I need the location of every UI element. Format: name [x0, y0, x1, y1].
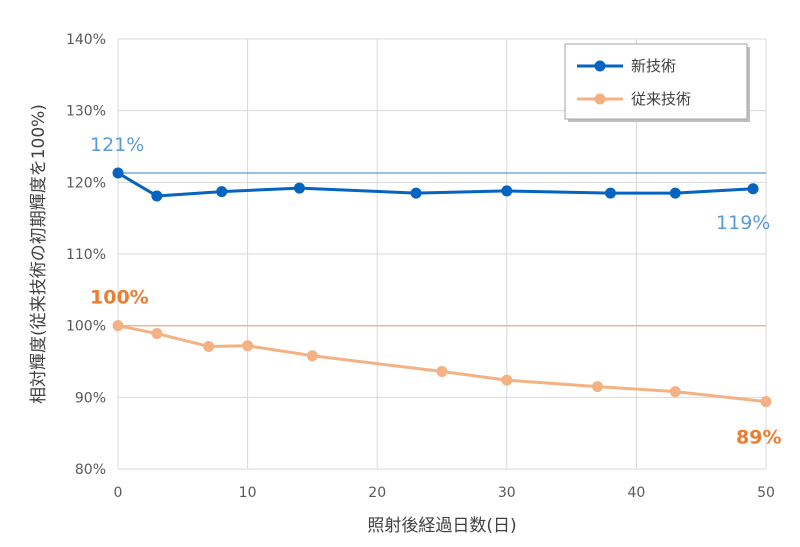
data-point [216, 186, 228, 198]
annotations: 121% 119% 100% 89% [90, 134, 781, 449]
x-tick-label: 40 [627, 485, 645, 501]
series-line-0 [117, 171, 754, 198]
data-point [306, 350, 318, 362]
y-tick-label: 100% [66, 319, 106, 335]
series-layer [112, 167, 772, 408]
data-point [747, 183, 759, 195]
y-tick-label: 90% [75, 390, 106, 406]
data-point [669, 187, 681, 199]
y-tick-label: 80% [75, 462, 106, 478]
y-axis-title: 相対輝度(従来技術の初期輝度を100%) [29, 104, 49, 404]
x-tick-label: 20 [368, 485, 386, 501]
data-point [669, 386, 681, 398]
data-point [151, 190, 163, 202]
annotation-label: 89% [736, 427, 781, 449]
reference-lines [118, 172, 766, 327]
annotation-label: 100% [90, 287, 149, 309]
data-point [410, 187, 422, 199]
data-point [112, 167, 124, 179]
annotation-label: 119% [716, 212, 770, 234]
series-line-1 [117, 324, 767, 404]
legend-label: 新技術 [631, 57, 676, 75]
data-point [151, 328, 163, 340]
x-tick-label: 30 [498, 485, 516, 501]
data-point [242, 340, 254, 352]
legend-box [564, 43, 748, 120]
data-point [604, 187, 616, 199]
data-point [501, 185, 513, 197]
data-point [112, 320, 124, 332]
x-tick-label: 0 [114, 485, 123, 501]
legend-label: 従来技術 [631, 90, 691, 108]
y-tick-label: 120% [66, 175, 106, 191]
x-axis-title: 照射後経過日数(日) [367, 516, 516, 536]
data-point [436, 366, 448, 378]
data-point [592, 381, 604, 393]
tick-labels: 80% 90% 100% 110% 120% 130% 140% 0 10 20 30 40 50 [66, 32, 775, 501]
x-tick-label: 50 [757, 485, 775, 501]
data-point [293, 182, 305, 194]
data-point [501, 374, 513, 386]
x-tick-label: 10 [239, 485, 257, 501]
legend-swatch-marker [594, 60, 606, 72]
y-tick-label: 110% [66, 247, 106, 263]
data-point [203, 340, 215, 352]
y-tick-label: 130% [66, 104, 106, 120]
annotation-label: 121% [90, 134, 144, 156]
y-tick-label: 140% [66, 32, 106, 48]
data-point [760, 396, 772, 408]
legend-swatch-marker [594, 93, 606, 105]
